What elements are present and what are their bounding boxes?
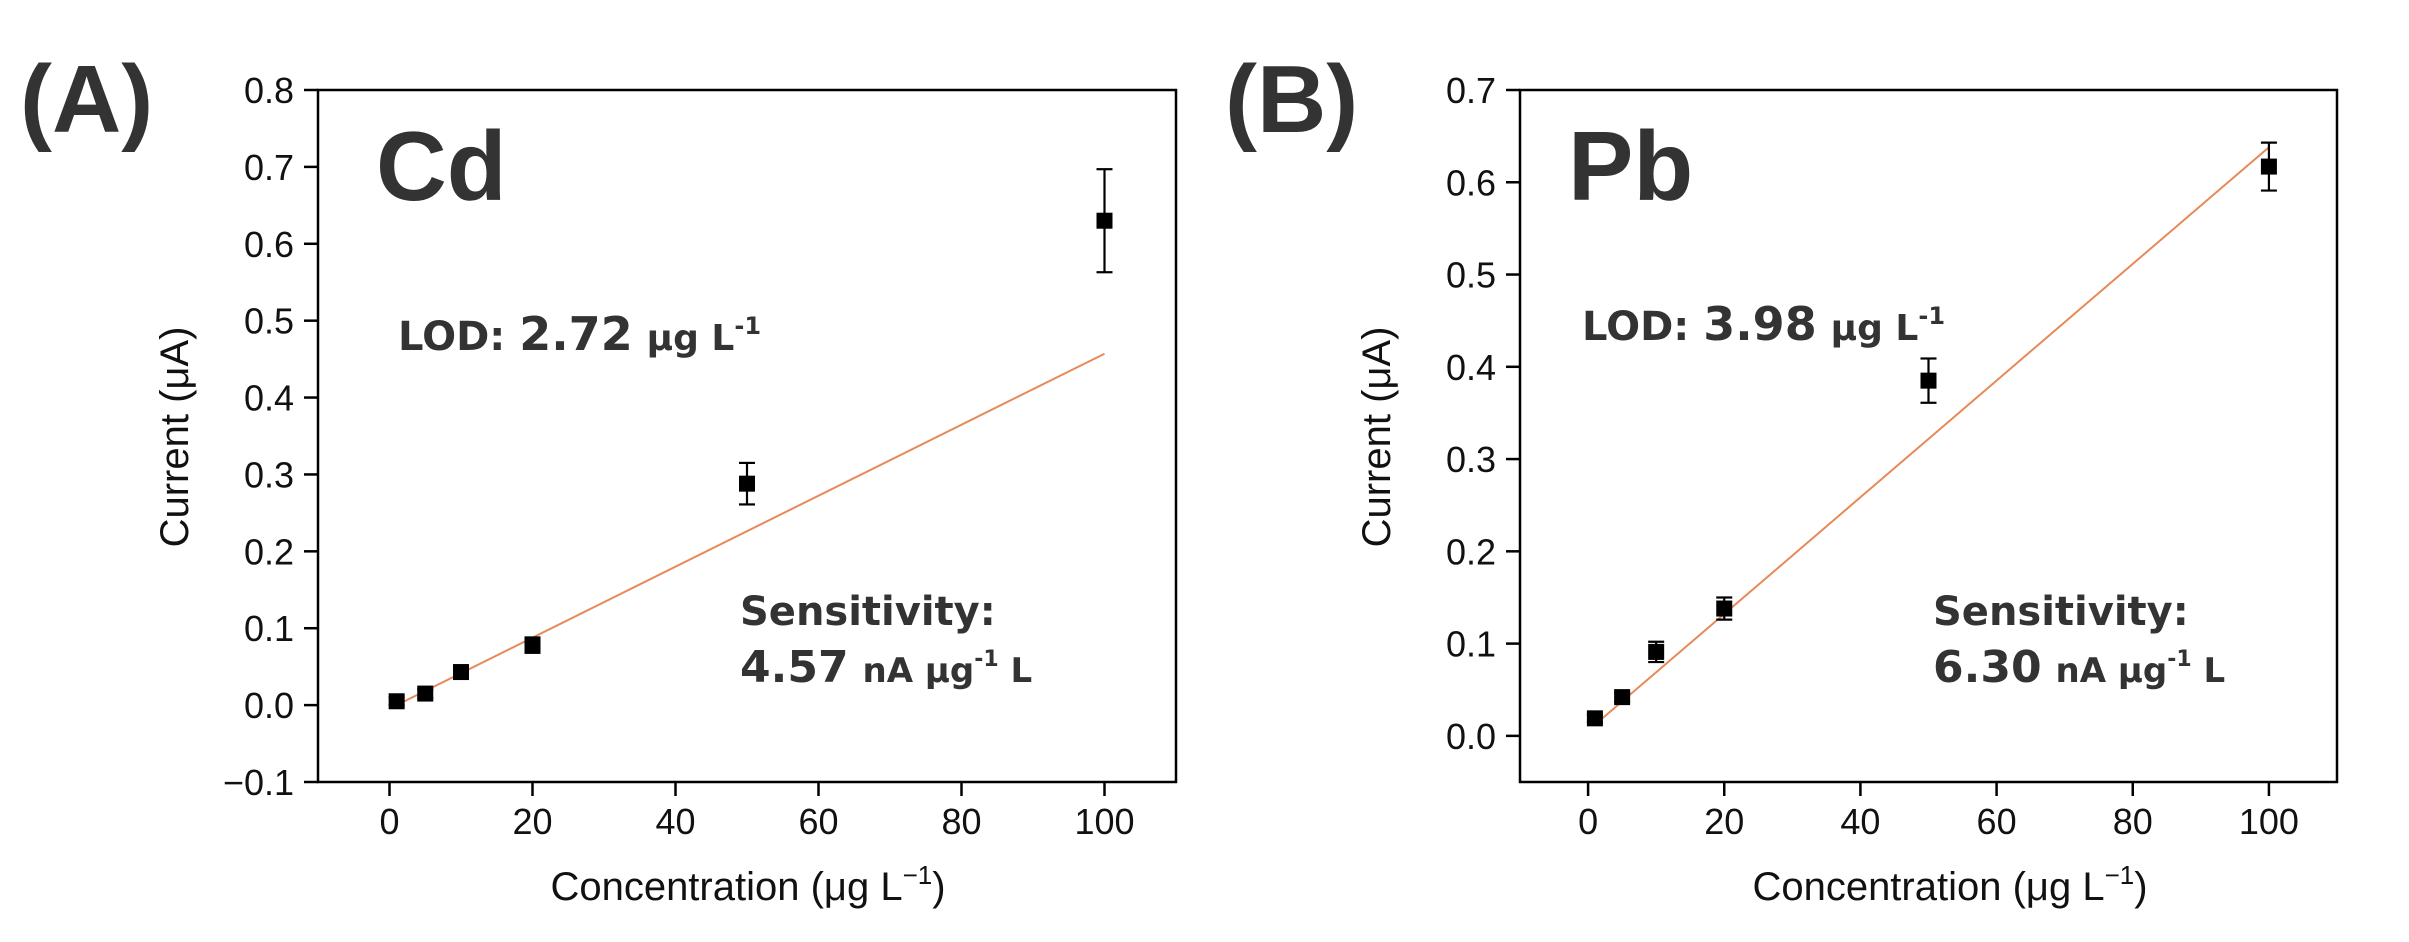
- panel-b-label: (B): [1225, 46, 1358, 153]
- panel-b-sensitivity-unit-b: L: [2192, 651, 2226, 691]
- panel-b-lod-value: 3.98: [1703, 297, 1817, 351]
- panel-b-data-point: [2260, 158, 2277, 175]
- panel-b-xlabel: Concentration (μg L: [1752, 865, 2104, 909]
- panel-a-frame: [316, 88, 1178, 784]
- panel-b-x-tick-label: 100: [2239, 801, 2299, 842]
- panel-a-x-tick-label: 20: [512, 801, 552, 842]
- panel-a-lod-label: LOD:: [398, 314, 505, 360]
- panel-b-frame: [1518, 88, 2339, 784]
- panel-b-sensitivity-label: Sensitivity:: [1933, 589, 2189, 635]
- panel-b-x-tick-label: 0: [1578, 801, 1598, 842]
- panel-a-data-point: [417, 685, 434, 702]
- panel-a-y-axis-title: Current (μA): [153, 327, 197, 548]
- panel-a-x-tick-label: 0: [379, 801, 399, 842]
- panel-a-y-tick-label: 0.8: [244, 70, 294, 111]
- panel-a-label: (A): [20, 46, 153, 153]
- panel-a-lod: LOD: 2.72 μg L-1: [398, 307, 761, 361]
- panel-a-y-tick-label: 0.1: [244, 608, 294, 649]
- panel-b-x-tick-label: 60: [1977, 801, 2017, 842]
- panel-b-lod-exp: -1: [1918, 302, 1945, 330]
- panel-a-sensitivity-unit-b: L: [999, 651, 1033, 691]
- panel-a-metal-label: Cd: [376, 111, 507, 221]
- panel-b-sensitivity-exp: -1: [2167, 647, 2191, 672]
- panel-a-data-point: [739, 475, 755, 492]
- panel-b-data-point: [1614, 689, 1631, 706]
- panel-b-x-axis-title: Concentration (μg L−1): [1752, 860, 2147, 909]
- panel-a-lod-exp: -1: [734, 312, 761, 340]
- panel-a-y-tick-label: 0.6: [244, 224, 294, 265]
- panel-a-lod-value: 2.72: [519, 307, 633, 361]
- panel-b-ticks: 0 20 40 60 80 100 0.0 0.1 0.2 0.3 0.4 0.5 0.6 0.7: [1446, 70, 2299, 842]
- panel-a-xlabel: Concentration (μg L: [550, 865, 902, 909]
- panel-b-data-point: [1920, 372, 1937, 389]
- panel-b-xlabel-exp: −1: [2105, 860, 2135, 890]
- panel-a-y-tick-label: −0.1: [223, 762, 294, 803]
- panel-b-data-point: [1716, 600, 1733, 617]
- panel-b-sensitivity-value: 6.30: [1933, 642, 2042, 693]
- panel-a-data-point: [388, 693, 405, 710]
- panel-b-y-tick-label: 0.6: [1446, 162, 1496, 203]
- panel-b-x-tick-label: 80: [2113, 801, 2153, 842]
- panel-a-sensitivity-value: 4.57: [740, 642, 849, 693]
- panel-b-lod: LOD: 3.98 μg L-1: [1582, 297, 1945, 351]
- panel-b-xlabel-end: ): [2134, 865, 2147, 909]
- panel-a-ticks: 0 20 40 60 80 100 −0.1 0.0 0.1 0.2 0.3 0.4 0.5 0.6 0.7…: [223, 70, 1135, 842]
- panel-a-x-tick-label: 40: [655, 801, 695, 842]
- panel-b-data-point: [1648, 643, 1665, 660]
- panel-a-xlabel-end: ): [932, 865, 945, 909]
- panel-b-y-tick-label: 0.4: [1446, 347, 1496, 388]
- panel-a-plot: 0 20 40 60 80 100 −0.1 0.0 0.1 0.2 0.3 0.4 0.5 0.6 0.7…: [223, 70, 1178, 842]
- panel-a-x-tick-label: 80: [941, 801, 981, 842]
- panel-b-y-tick-label: 0.2: [1446, 531, 1496, 572]
- panel-b-y-tick-label: 0.7: [1446, 70, 1496, 111]
- panel-b: (B) 0 20 40 60 80 100 0.0 0.1 0.2 0.3 0.4 0.5 0.6 0.7…: [1225, 46, 2339, 909]
- panel-a-y-tick-label: 0.0: [244, 685, 294, 726]
- panel-a-y-tick-label: 0.4: [244, 378, 294, 419]
- panel-a-sensitivity-unit-a: nA μg: [863, 651, 975, 691]
- panel-a-y-tick-label: 0.2: [244, 531, 294, 572]
- panel-a-fit-line: [396, 352, 1105, 707]
- panel-b-sensitivity-unit-a: nA μg: [2056, 651, 2168, 691]
- panel-a-data-point: [453, 664, 469, 681]
- panel-a-sensitivity-exp: -1: [974, 647, 998, 672]
- panel-a-sensitivity-label: Sensitivity:: [740, 589, 996, 635]
- panel-a-lod-unit: μg L: [647, 318, 735, 359]
- panel-b-plot: 0 20 40 60 80 100 0.0 0.1 0.2 0.3 0.4 0.5 0.6 0.7: [1446, 70, 2339, 842]
- panel-b-x-tick-label: 20: [1704, 801, 1744, 842]
- panel-b-data-point: [1586, 710, 1603, 727]
- panel-b-lod-label: LOD:: [1582, 304, 1689, 350]
- panel-b-fit-line: [1594, 146, 2270, 726]
- panel-b-x-tick-label: 40: [1840, 801, 1880, 842]
- panel-a-x-axis-title: Concentration (μg L−1): [550, 860, 945, 909]
- panel-a-x-tick-label: 100: [1074, 801, 1134, 842]
- panel-b-y-tick-label: 0.5: [1446, 255, 1496, 296]
- panel-a-data-point: [1096, 212, 1113, 229]
- panel-a-xlabel-exp: −1: [903, 860, 933, 890]
- panel-a-sensitivity: 4.57 nA μg-1 L: [740, 642, 1032, 693]
- panel-a: (A) 0 20 40 60 80 100 −0.1 0.0 0.1 0.2 0.3 0.4 0.5 0.…: [20, 46, 1178, 909]
- panel-a-data-point: [524, 637, 541, 654]
- panel-b-sensitivity: 6.30 nA μg-1 L: [1933, 642, 2225, 693]
- panel-b-metal-label: Pb: [1568, 111, 1693, 221]
- panel-b-y-tick-label: 0.1: [1446, 624, 1496, 665]
- panel-b-marks: [1586, 141, 2277, 727]
- panel-a-y-tick-label: 0.5: [244, 301, 294, 342]
- panel-b-y-tick-label: 0.3: [1446, 439, 1496, 480]
- panel-a-marks: [388, 168, 1113, 710]
- panel-b-y-tick-label: 0.0: [1446, 716, 1496, 757]
- panel-a-y-tick-label: 0.7: [244, 147, 294, 188]
- panel-a-y-tick-label: 0.3: [244, 454, 294, 495]
- panel-b-y-axis-title: Current (μA): [1355, 327, 1399, 548]
- panel-a-x-tick-label: 60: [798, 801, 838, 842]
- panel-b-lod-unit: μg L: [1831, 308, 1919, 349]
